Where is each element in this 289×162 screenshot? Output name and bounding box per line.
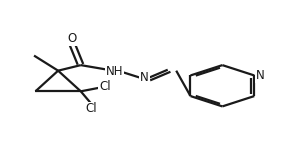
Text: N: N [140, 71, 149, 84]
Text: Cl: Cl [99, 80, 111, 93]
Text: Cl: Cl [85, 102, 97, 115]
Text: O: O [67, 32, 76, 45]
Text: N: N [255, 69, 264, 82]
Text: NH: NH [106, 65, 123, 78]
